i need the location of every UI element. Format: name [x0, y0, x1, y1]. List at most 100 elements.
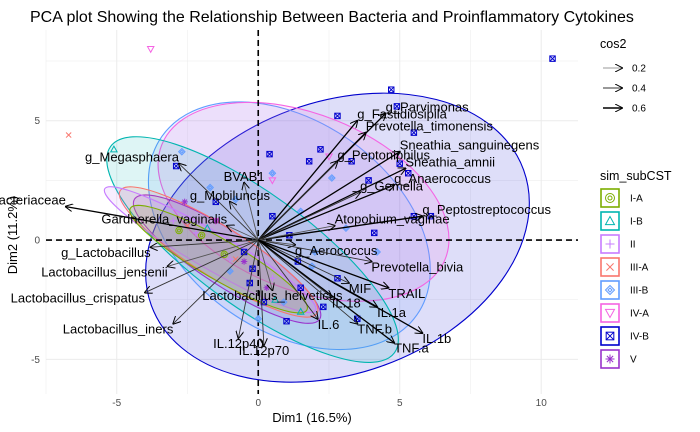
variable-label: g_Fastidiosipila [357, 107, 447, 122]
point-iv-b [320, 303, 327, 311]
variable-arrow [179, 164, 259, 241]
variable-arrow [227, 226, 259, 241]
point-iii-b [279, 298, 288, 307]
legend-label: I-B [630, 217, 643, 228]
variable-label: Lactobacillus_helveticus [202, 288, 343, 303]
legend-key-iv-b [605, 331, 615, 341]
point-iv-b [283, 317, 290, 325]
point-iv-b [334, 112, 341, 120]
point-iii-b [206, 183, 215, 192]
point-iv-b [365, 177, 372, 184]
point-ii [192, 229, 200, 237]
legend-key-box [600, 303, 620, 323]
legend-key-iv-a [604, 308, 616, 319]
legend-key-box [600, 188, 620, 208]
variable-label: g_Peptostreptococcus [422, 202, 551, 217]
variable-label: IL.12p40 [213, 336, 264, 351]
legend-label: IV-B [630, 332, 649, 343]
legend-key-box [600, 280, 620, 300]
point-iv-b [410, 129, 418, 136]
cos2-legend: cos2 0.2 0.4 0.6 [600, 37, 646, 115]
subcst-legend: sim_subCST I-A I-B II III-A III-B IV-A IV-B V [600, 169, 672, 369]
x-tick-label: 10 [536, 398, 548, 409]
point-iv-a [146, 46, 155, 54]
variable-arrow [258, 239, 388, 288]
x-tick-label: 5 [397, 398, 403, 409]
point-iv-b [240, 248, 248, 256]
legend-key-iii-b [604, 284, 616, 296]
variable-arrow [257, 161, 337, 241]
subcst-legend-title: sim_subCST [600, 169, 672, 183]
legend-key-iii-a [606, 263, 614, 271]
point-iv-b [388, 86, 395, 93]
variable-label: g_Peptoniphilus [337, 147, 430, 162]
legend-key-i-a [605, 193, 615, 203]
variable-arrow [258, 239, 371, 261]
variable-label: Prevotella_bivia [371, 260, 464, 275]
x-axis-label: Dim1 (16.5%) [272, 410, 351, 425]
point-i-b [109, 145, 118, 153]
cos2-legend-label: 0.2 [632, 64, 646, 75]
point-iv-b [317, 146, 324, 153]
variable-label: g_Parvimonas [386, 100, 470, 115]
variable-arrow [257, 152, 399, 241]
variable-arrow [258, 239, 349, 283]
legend-key-box [600, 326, 620, 346]
variable-arrow [230, 202, 259, 241]
point-i-b [296, 307, 305, 315]
x-axis-ticks: -5 0 5 10 [112, 398, 547, 409]
point-iv-b [549, 55, 556, 62]
variable-label: TNF.a [394, 341, 429, 356]
variable-arrow [257, 240, 264, 345]
variable-arrow [257, 239, 422, 333]
variable-label: f_Bifidobacteriaceae [0, 193, 66, 208]
legend-label: V [630, 355, 637, 366]
point-i-b [271, 295, 280, 303]
zero-reference-lines [46, 30, 578, 394]
legend-label: III-A [630, 263, 649, 274]
variable-arrow [257, 239, 357, 324]
variable-arrow [257, 185, 394, 241]
legend-key-box [600, 349, 620, 369]
ellipse-iv-b [145, 92, 530, 383]
point-ii [170, 217, 177, 225]
variable-arrow [244, 183, 259, 241]
variable-arrow [66, 207, 259, 241]
y-tick-label: -5 [31, 355, 40, 366]
variable-label: Sneathia_amnii [405, 154, 495, 169]
point-iv-b [371, 229, 378, 237]
point-iii-b [254, 314, 263, 323]
variable-arrow [258, 216, 422, 241]
y-tick-label: 0 [34, 236, 40, 247]
legend-label: I-A [630, 194, 643, 205]
variable-label: Lactobacillus_iners [63, 322, 174, 337]
variable-label: Lactobacillus_jensenii [41, 264, 168, 279]
variable-label: g_Megasphaera [85, 150, 180, 165]
grid-lines [45, 30, 578, 394]
ellipse-i-b [106, 136, 399, 363]
variable-label: Prevotella_timonensis [366, 119, 494, 134]
legend-key-ii [605, 239, 615, 249]
x-tick-label: -5 [112, 398, 121, 409]
variable-arrow [258, 192, 360, 241]
legend-key-box [600, 234, 620, 254]
variable-label: g_Aerococcus [295, 243, 378, 258]
point-iii-b [327, 174, 336, 182]
variable-arrow [238, 239, 259, 338]
variable-label: BVAB1 [224, 169, 265, 184]
variable-arrows [66, 114, 423, 346]
variable-label: g_Lactobacillus [61, 245, 151, 260]
point-i-a [175, 226, 183, 235]
variable-label: IL.6 [318, 317, 340, 332]
variable-label: MIF [349, 281, 371, 296]
legend-key-box [600, 257, 620, 277]
point-iv-b [305, 158, 313, 165]
variable-arrow [257, 239, 272, 290]
variable-arrow [257, 121, 357, 241]
point-iii-b [177, 147, 186, 156]
variable-label: IL.12p70 [239, 343, 290, 358]
variable-label: g_Anaerococcus [394, 171, 491, 186]
point-iv-b [269, 212, 276, 220]
point-iii-b [268, 169, 277, 178]
